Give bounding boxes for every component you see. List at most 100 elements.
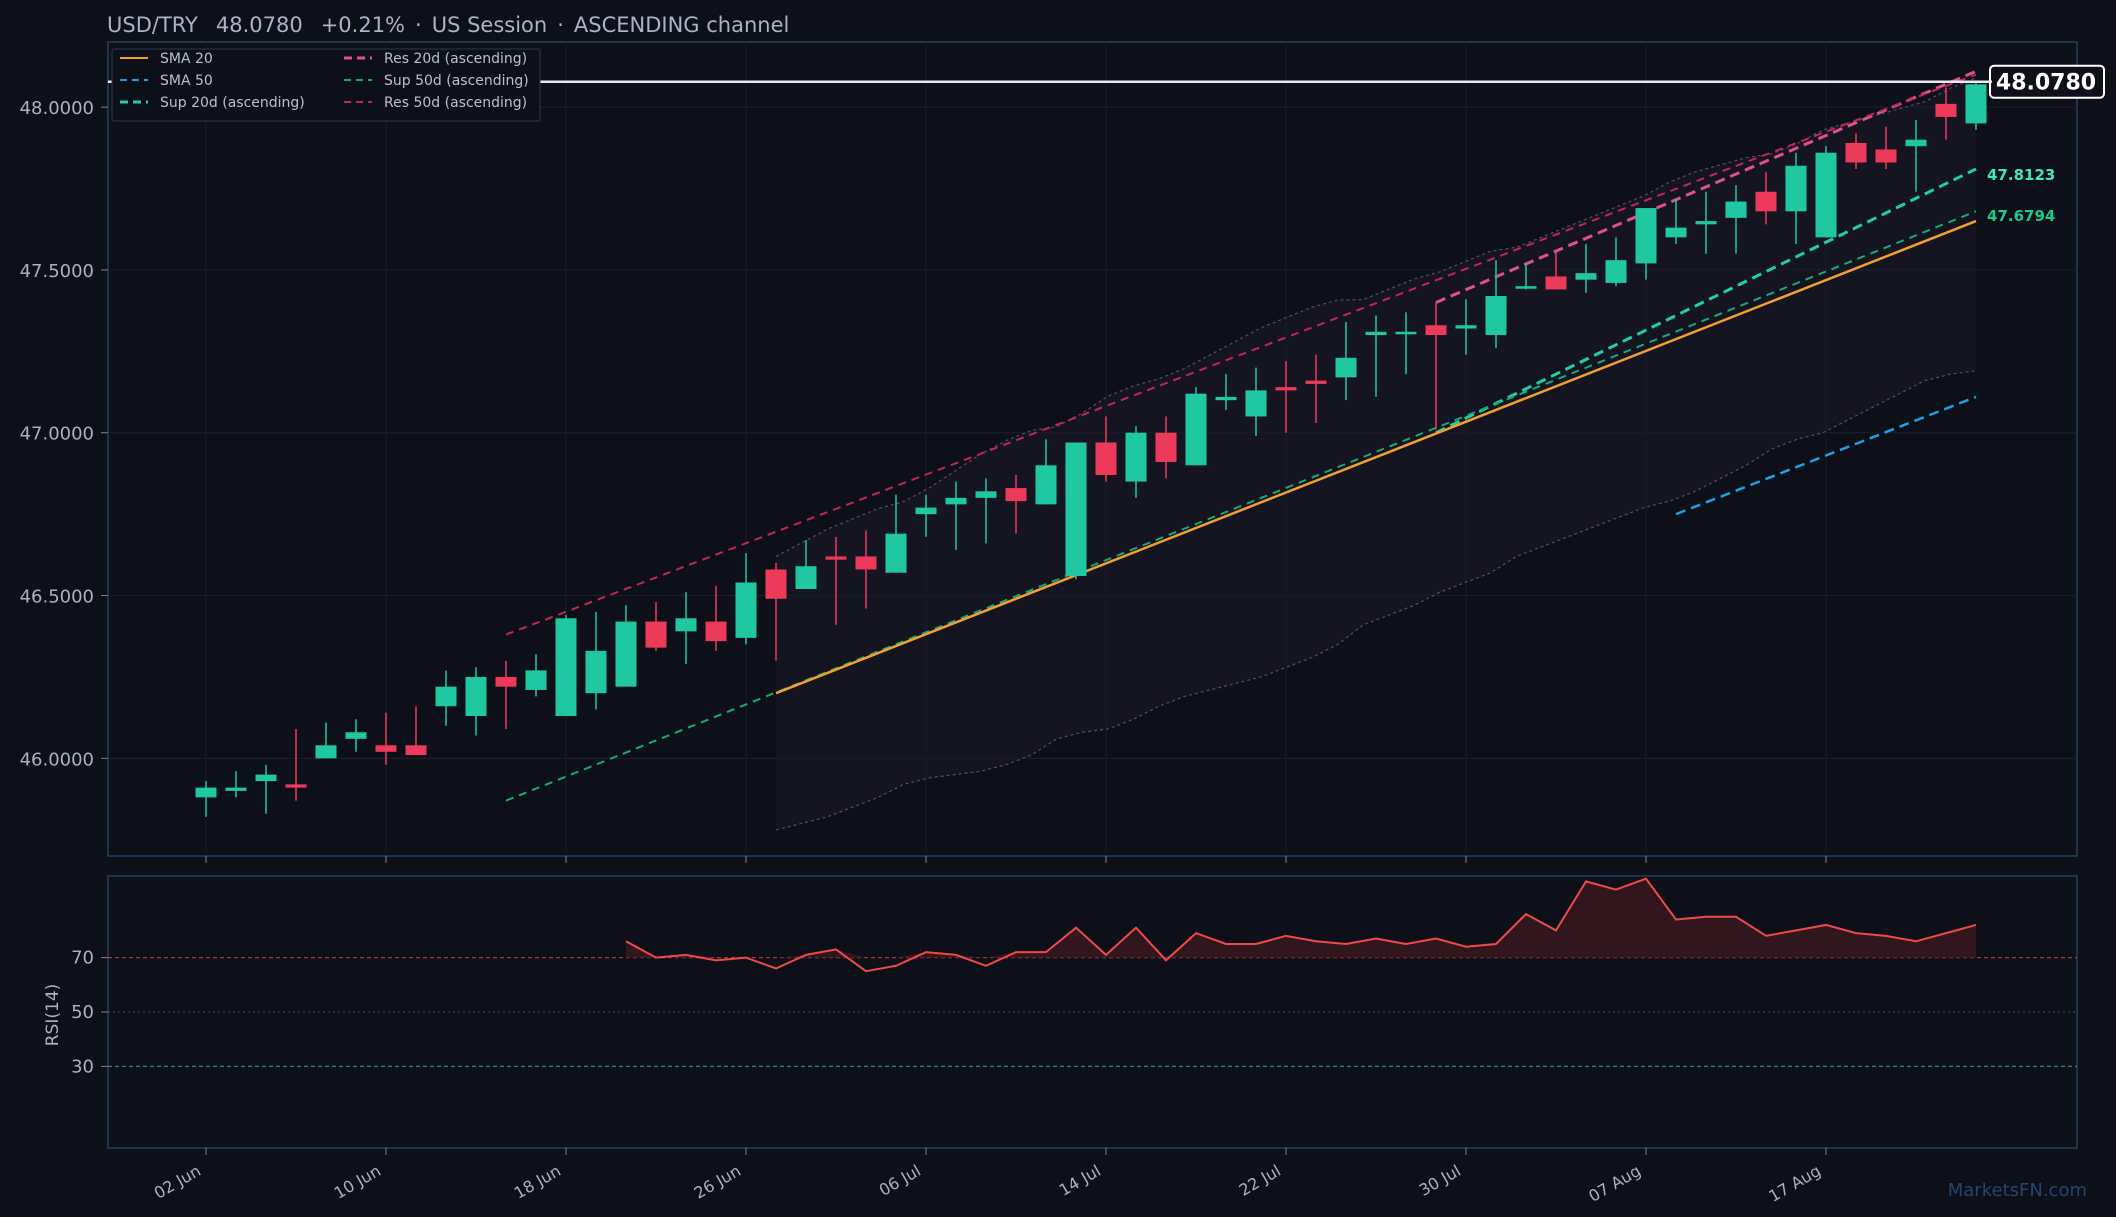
candle-body xyxy=(675,618,697,632)
candle-body xyxy=(975,491,997,498)
candle-body xyxy=(195,787,217,798)
y-tick-label: 46.5000 xyxy=(20,587,94,608)
candle-body xyxy=(1455,325,1477,329)
chart-title: USD/TRY 48.0780 +0.21% · US Session · ASCENDIN… xyxy=(107,13,789,37)
candle-body xyxy=(1725,201,1747,218)
legend-label: Sup 20d (ascending) xyxy=(160,95,305,111)
candle-body xyxy=(375,745,397,752)
candle-body xyxy=(1065,442,1087,576)
trendline xyxy=(505,73,1977,636)
candle-body xyxy=(1335,357,1357,378)
bollinger-band xyxy=(775,77,1977,831)
title-session: US Session xyxy=(432,13,548,37)
title-separator: · xyxy=(415,13,422,37)
candle-body xyxy=(285,784,307,788)
sup50-level-label: 47.6794 xyxy=(1987,207,2055,225)
candle-body xyxy=(1965,84,1987,124)
candle-body xyxy=(735,582,757,638)
candle-body xyxy=(1215,396,1237,401)
candle-body xyxy=(1545,276,1567,290)
candle-body xyxy=(1605,260,1627,283)
candle-body xyxy=(1635,208,1657,264)
y-tick-label: 46.0000 xyxy=(20,749,94,770)
candle-body xyxy=(1875,149,1897,163)
candle-body xyxy=(1365,331,1387,336)
candle-body xyxy=(1785,165,1807,212)
watermark: MarketsFN.com xyxy=(1948,1180,2087,1201)
candle-body xyxy=(1755,191,1777,212)
rsi-tick-label: 70 xyxy=(71,948,94,969)
candle-body xyxy=(1125,432,1147,482)
rsi-line xyxy=(625,877,1977,973)
candle-body xyxy=(885,533,907,573)
candle-body xyxy=(645,621,667,648)
candle-body xyxy=(1305,380,1327,384)
last-price-label: 48.0780 xyxy=(1996,71,2096,96)
candle-body xyxy=(495,676,517,687)
candle-body xyxy=(1935,103,1957,117)
candle-body xyxy=(465,676,487,716)
candle-body xyxy=(945,497,967,505)
candle-body xyxy=(315,745,337,759)
price-axis: 46.0000 46.5000 47.0000 47.5000 48.0000 xyxy=(20,98,108,770)
candle-body xyxy=(345,732,367,739)
candle-body xyxy=(1905,139,1927,147)
candle-body xyxy=(1695,221,1717,225)
candle-body xyxy=(1815,152,1837,238)
legend-label: Res 20d (ascending) xyxy=(384,51,527,67)
candle-body xyxy=(555,618,577,716)
trendline xyxy=(1435,167,1977,435)
rsi-panel: 30 50 70 xyxy=(71,877,2077,1077)
sma20-line xyxy=(775,219,1977,695)
candle-body xyxy=(855,556,877,570)
rsi-tick-label: 30 xyxy=(71,1056,94,1077)
candle-body xyxy=(825,556,847,560)
title-pattern: ASCENDING channel xyxy=(574,13,789,37)
candle-body xyxy=(1485,295,1507,336)
y-tick-label: 47.5000 xyxy=(20,261,94,282)
rsi-axis-label: RSI(14) xyxy=(43,984,63,1047)
candle-body xyxy=(615,621,637,687)
candle-body xyxy=(915,507,937,515)
title-price: 48.0780 xyxy=(216,13,303,37)
indicators xyxy=(505,69,1977,802)
candle-body xyxy=(1665,227,1687,238)
legend-label: Sup 50d (ascending) xyxy=(384,73,529,89)
title-symbol: USD/TRY xyxy=(107,13,198,37)
candle-body xyxy=(1005,488,1027,502)
bollinger-fill xyxy=(776,77,1976,830)
candle-body xyxy=(1395,331,1417,335)
candle-body xyxy=(765,569,787,599)
legend-label: SMA 20 xyxy=(160,51,213,67)
last-price-marker: 47.8123 47.6794 48.0780 xyxy=(108,64,2105,225)
candle-body xyxy=(525,670,547,690)
candle-body xyxy=(1275,387,1297,391)
y-tick-label: 47.0000 xyxy=(20,424,94,445)
legend-label: Res 50d (ascending) xyxy=(384,95,527,111)
candle-body xyxy=(405,745,427,756)
trendline xyxy=(505,210,1977,802)
legend: SMA 20 SMA 50 Sup 20d (ascending) Res 20d (… xyxy=(111,48,541,122)
legend-box xyxy=(111,48,541,122)
y-tick-label: 48.0000 xyxy=(20,98,94,119)
candle-body xyxy=(1095,442,1117,476)
candle-body xyxy=(255,774,277,782)
candle-body xyxy=(705,621,727,642)
candle-body xyxy=(1035,465,1057,505)
candle-body xyxy=(585,650,607,694)
candle-body xyxy=(1245,390,1267,417)
candles xyxy=(195,81,1987,817)
legend-label: SMA 50 xyxy=(160,73,213,89)
candle-body xyxy=(1515,286,1537,289)
candle-body xyxy=(1425,325,1447,336)
candle-body xyxy=(795,566,817,590)
candle-body xyxy=(225,787,247,791)
candle-body xyxy=(1185,393,1207,466)
title-separator: · xyxy=(557,13,564,37)
title-change: +0.21% xyxy=(321,13,405,37)
sma50-line xyxy=(1675,395,1977,516)
candle-body xyxy=(1575,273,1597,280)
bollinger-upper xyxy=(775,77,1977,557)
candle-body xyxy=(1155,432,1177,463)
